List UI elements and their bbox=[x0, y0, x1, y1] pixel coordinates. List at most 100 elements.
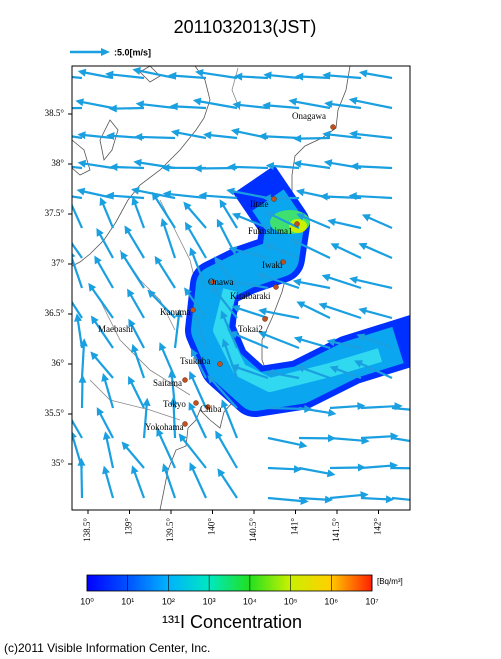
wind-arrowhead bbox=[203, 131, 212, 140]
city-label: Tokai2 bbox=[238, 324, 263, 334]
wind-arrow bbox=[234, 365, 269, 380]
city-label: Kanuma bbox=[160, 307, 191, 317]
wind-arrowhead bbox=[63, 406, 70, 415]
city-dot bbox=[271, 196, 277, 202]
wind-arrow bbox=[298, 496, 329, 501]
wind-arrowhead bbox=[318, 302, 328, 311]
wind-arrowhead bbox=[188, 401, 196, 411]
wind-arrowhead bbox=[231, 304, 241, 313]
wind-arrow bbox=[72, 241, 83, 259]
wind-arrow bbox=[72, 75, 83, 80]
lon-tick-label: 138.5° bbox=[82, 518, 92, 542]
wind-arrowhead bbox=[230, 127, 240, 136]
wind-arrow bbox=[236, 214, 269, 230]
lon-tick-label: 139.5° bbox=[165, 518, 175, 542]
wind-arrow bbox=[82, 133, 114, 140]
colorbar-tick-label: 10⁵ bbox=[284, 596, 298, 606]
lat-tick-label: 38.5° bbox=[45, 108, 65, 118]
wind-arrowhead bbox=[265, 211, 275, 219]
wind-arrow bbox=[190, 251, 208, 289]
city-label: Kitaibaraki bbox=[230, 291, 271, 301]
wind-arrow bbox=[353, 278, 393, 290]
wind-arrow bbox=[122, 254, 145, 289]
colorbar-tick-label: 10⁷ bbox=[365, 596, 378, 606]
wind-arrow bbox=[72, 418, 83, 439]
wind-arrowhead bbox=[290, 239, 300, 247]
wind-arrow bbox=[222, 403, 239, 439]
wind-arrowhead bbox=[90, 315, 99, 325]
wind-arrowhead bbox=[358, 307, 368, 315]
wind-arrowhead bbox=[184, 287, 192, 297]
wind-arrow bbox=[329, 404, 361, 410]
wind-arrowhead bbox=[160, 218, 169, 227]
wind-arrowhead bbox=[63, 230, 71, 239]
wind-arrowhead bbox=[127, 288, 135, 298]
wind-arrowhead bbox=[258, 331, 268, 339]
wind-arrowhead bbox=[389, 461, 399, 470]
wind-arrowhead bbox=[324, 100, 333, 109]
wind-arrowhead bbox=[327, 218, 336, 227]
city-label: Tsukuba bbox=[180, 356, 210, 366]
wind-arrowhead bbox=[178, 433, 187, 443]
wind-arrowhead bbox=[131, 465, 139, 475]
wind-arrow bbox=[216, 434, 238, 469]
wind-arrowhead bbox=[327, 408, 337, 417]
wind-arrow bbox=[72, 203, 84, 229]
wind-arrowhead bbox=[189, 371, 197, 380]
wind-arrow bbox=[232, 165, 269, 170]
city-label: Iitate bbox=[250, 199, 269, 209]
wind-arrow bbox=[162, 222, 177, 259]
wind-arrowhead bbox=[262, 101, 271, 110]
city-dot bbox=[210, 279, 216, 285]
wind-arrowhead bbox=[227, 162, 236, 171]
wind-arrowhead bbox=[232, 101, 241, 109]
wind-arrowhead bbox=[77, 131, 86, 140]
wind-arrowhead bbox=[357, 402, 366, 411]
wind-arrowhead bbox=[221, 338, 230, 348]
wind-arrowhead bbox=[293, 465, 303, 474]
wind-arrowhead bbox=[120, 251, 129, 260]
wind-arrowhead bbox=[195, 68, 204, 77]
wind-arrow bbox=[80, 343, 86, 379]
wind-arrowhead bbox=[296, 364, 306, 373]
wind-arrow bbox=[156, 259, 176, 289]
wind-arrow bbox=[175, 131, 207, 140]
wind-arrow bbox=[140, 102, 176, 110]
wind-arrow bbox=[354, 132, 393, 140]
wind-arrow bbox=[219, 471, 238, 499]
wind-arrow bbox=[322, 304, 362, 320]
wind-arrowhead bbox=[131, 343, 139, 353]
wind-arrow bbox=[103, 377, 115, 409]
wind-arrowhead bbox=[231, 212, 241, 221]
wind-arrow bbox=[126, 229, 145, 259]
wind-arrowhead bbox=[184, 221, 193, 231]
city-label: Onagawa bbox=[292, 111, 326, 121]
wind-arrow bbox=[199, 71, 238, 80]
wind-arrow bbox=[72, 300, 83, 319]
wind-arrow bbox=[123, 444, 145, 469]
wind-arrowhead bbox=[161, 463, 170, 473]
wind-arrow bbox=[334, 244, 362, 259]
wind-arrowhead bbox=[121, 441, 130, 451]
city-label: Maebashi bbox=[98, 324, 133, 334]
wind-arrow bbox=[268, 244, 300, 260]
wind-arrowhead bbox=[227, 277, 237, 286]
colorbar-tick-label: 10⁶ bbox=[324, 596, 338, 606]
city-label: Yokohama bbox=[145, 422, 184, 432]
city-dot bbox=[273, 284, 279, 290]
wind-arrowhead bbox=[99, 197, 107, 207]
wind-arrow bbox=[267, 104, 300, 110]
wind-arrow bbox=[360, 435, 394, 440]
wind-arrow bbox=[72, 106, 83, 110]
colorbar bbox=[86, 574, 373, 592]
wind-arrow bbox=[150, 292, 176, 319]
wind-arrowhead bbox=[220, 310, 228, 320]
wind-arrow bbox=[329, 436, 365, 442]
wind-arrowhead bbox=[58, 280, 66, 289]
wind-arrowhead bbox=[133, 158, 142, 167]
wind-arrowhead bbox=[192, 97, 202, 106]
wind-arrow bbox=[186, 225, 207, 259]
city-label: Saitama bbox=[153, 378, 182, 388]
lon-tick-label: 140° bbox=[207, 518, 217, 536]
wind-arrow bbox=[72, 195, 83, 200]
